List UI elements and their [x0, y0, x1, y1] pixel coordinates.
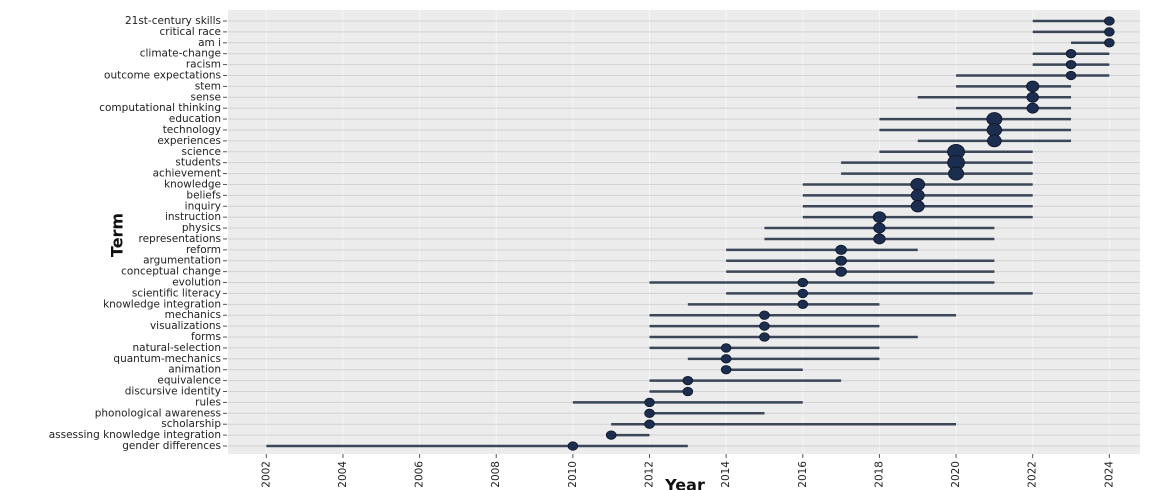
- y-tick-label: rules: [195, 396, 221, 408]
- x-tick-label: 2022: [1027, 461, 1039, 488]
- median-point: [987, 134, 1002, 148]
- median-point: [644, 419, 655, 429]
- median-point: [1065, 59, 1077, 70]
- median-point: [644, 397, 655, 408]
- y-tick-label: mechanics: [165, 309, 221, 321]
- median-point: [1104, 16, 1115, 26]
- y-tick-label: outcome expectations: [104, 69, 221, 81]
- x-tick-label: 2006: [414, 461, 426, 488]
- median-point: [720, 354, 732, 364]
- median-point: [948, 166, 965, 181]
- median-point: [797, 288, 809, 299]
- median-point: [910, 200, 925, 213]
- y-tick-label: scholarship: [161, 418, 221, 430]
- y-tick-label: education: [169, 113, 221, 125]
- median-point: [759, 310, 770, 320]
- y-tick-label: science: [181, 146, 221, 158]
- median-point: [720, 365, 732, 375]
- y-tick-label: sense: [190, 91, 221, 103]
- y-tick-label: technology: [163, 124, 221, 136]
- median-point: [682, 386, 694, 397]
- y-tick-label: reform: [186, 244, 221, 256]
- y-tick-label: argumentation: [143, 255, 221, 267]
- y-tick-label: discursive identity: [125, 386, 221, 398]
- x-axis-title: Year: [664, 476, 705, 490]
- median-point: [835, 266, 847, 277]
- y-tick-label: knowledge: [164, 178, 221, 190]
- y-tick-label: beliefs: [186, 189, 221, 201]
- x-tick-label: 2008: [490, 461, 502, 488]
- y-tick-label: physics: [182, 222, 221, 234]
- median-point: [605, 430, 617, 440]
- x-tick-label: 2024: [1103, 461, 1115, 488]
- median-point: [1104, 38, 1115, 48]
- y-tick-label: critical race: [160, 26, 222, 38]
- y-tick-label: assessing knowledge integration: [49, 429, 221, 441]
- median-point: [835, 255, 847, 266]
- median-point: [644, 408, 655, 418]
- y-tick-label: racism: [186, 59, 221, 71]
- median-point: [1065, 49, 1077, 59]
- median-point: [1026, 91, 1039, 103]
- y-tick-label: stem: [195, 80, 221, 92]
- median-point: [720, 343, 732, 353]
- y-tick-label: computational thinking: [99, 102, 221, 114]
- median-point: [986, 123, 1003, 137]
- x-tick-label: 2020: [950, 461, 962, 488]
- y-tick-label: 21st-century skills: [125, 15, 221, 27]
- y-tick-label: visualizations: [150, 320, 221, 332]
- y-tick-label: knowledge integration: [103, 298, 221, 310]
- x-tick-label: 2016: [797, 461, 809, 488]
- y-tick-label: quantum-mechanics: [113, 353, 221, 365]
- y-tick-label: representations: [139, 233, 221, 245]
- y-axis-title: Term: [108, 213, 127, 257]
- median-point: [872, 211, 887, 223]
- y-tick-label: inquiry: [185, 200, 221, 212]
- x-tick-label: 2002: [260, 461, 272, 488]
- y-tick-label: phonological awareness: [95, 407, 221, 419]
- median-point: [682, 375, 694, 386]
- median-point: [910, 178, 926, 191]
- y-tick-label: conceptual change: [121, 266, 221, 278]
- x-tick-label: 2018: [873, 461, 885, 488]
- median-point: [873, 233, 886, 245]
- y-tick-label: instruction: [165, 211, 221, 223]
- y-tick-label: achievement: [153, 168, 221, 180]
- y-tick-label: experiences: [157, 135, 221, 147]
- median-point: [1026, 80, 1040, 93]
- y-tick-label: forms: [191, 331, 221, 343]
- y-tick-label: am i: [198, 37, 221, 49]
- median-point: [873, 222, 886, 234]
- median-point: [835, 244, 847, 255]
- median-point: [797, 277, 809, 288]
- median-point: [797, 299, 809, 309]
- y-tick-label: natural-selection: [132, 342, 221, 354]
- median-point: [1104, 27, 1115, 37]
- x-tick-label: 2014: [720, 461, 732, 488]
- y-tick-label: gender differences: [122, 440, 221, 452]
- median-point: [567, 441, 579, 451]
- median-point: [1026, 102, 1039, 114]
- median-point: [759, 332, 770, 342]
- median-point: [1065, 70, 1077, 81]
- x-tick-label: 2012: [644, 461, 656, 488]
- y-tick-label: animation: [168, 364, 221, 376]
- y-tick-label: scientific literacy: [132, 287, 221, 299]
- y-tick-label: equivalence: [157, 375, 221, 387]
- median-point: [759, 321, 770, 331]
- x-tick-label: 2010: [567, 461, 579, 488]
- y-tick-label: climate-change: [140, 48, 221, 60]
- y-tick-label: students: [175, 157, 221, 169]
- y-tick-label: evolution: [172, 277, 221, 289]
- x-tick-label: 2004: [337, 461, 349, 488]
- median-point: [910, 189, 925, 202]
